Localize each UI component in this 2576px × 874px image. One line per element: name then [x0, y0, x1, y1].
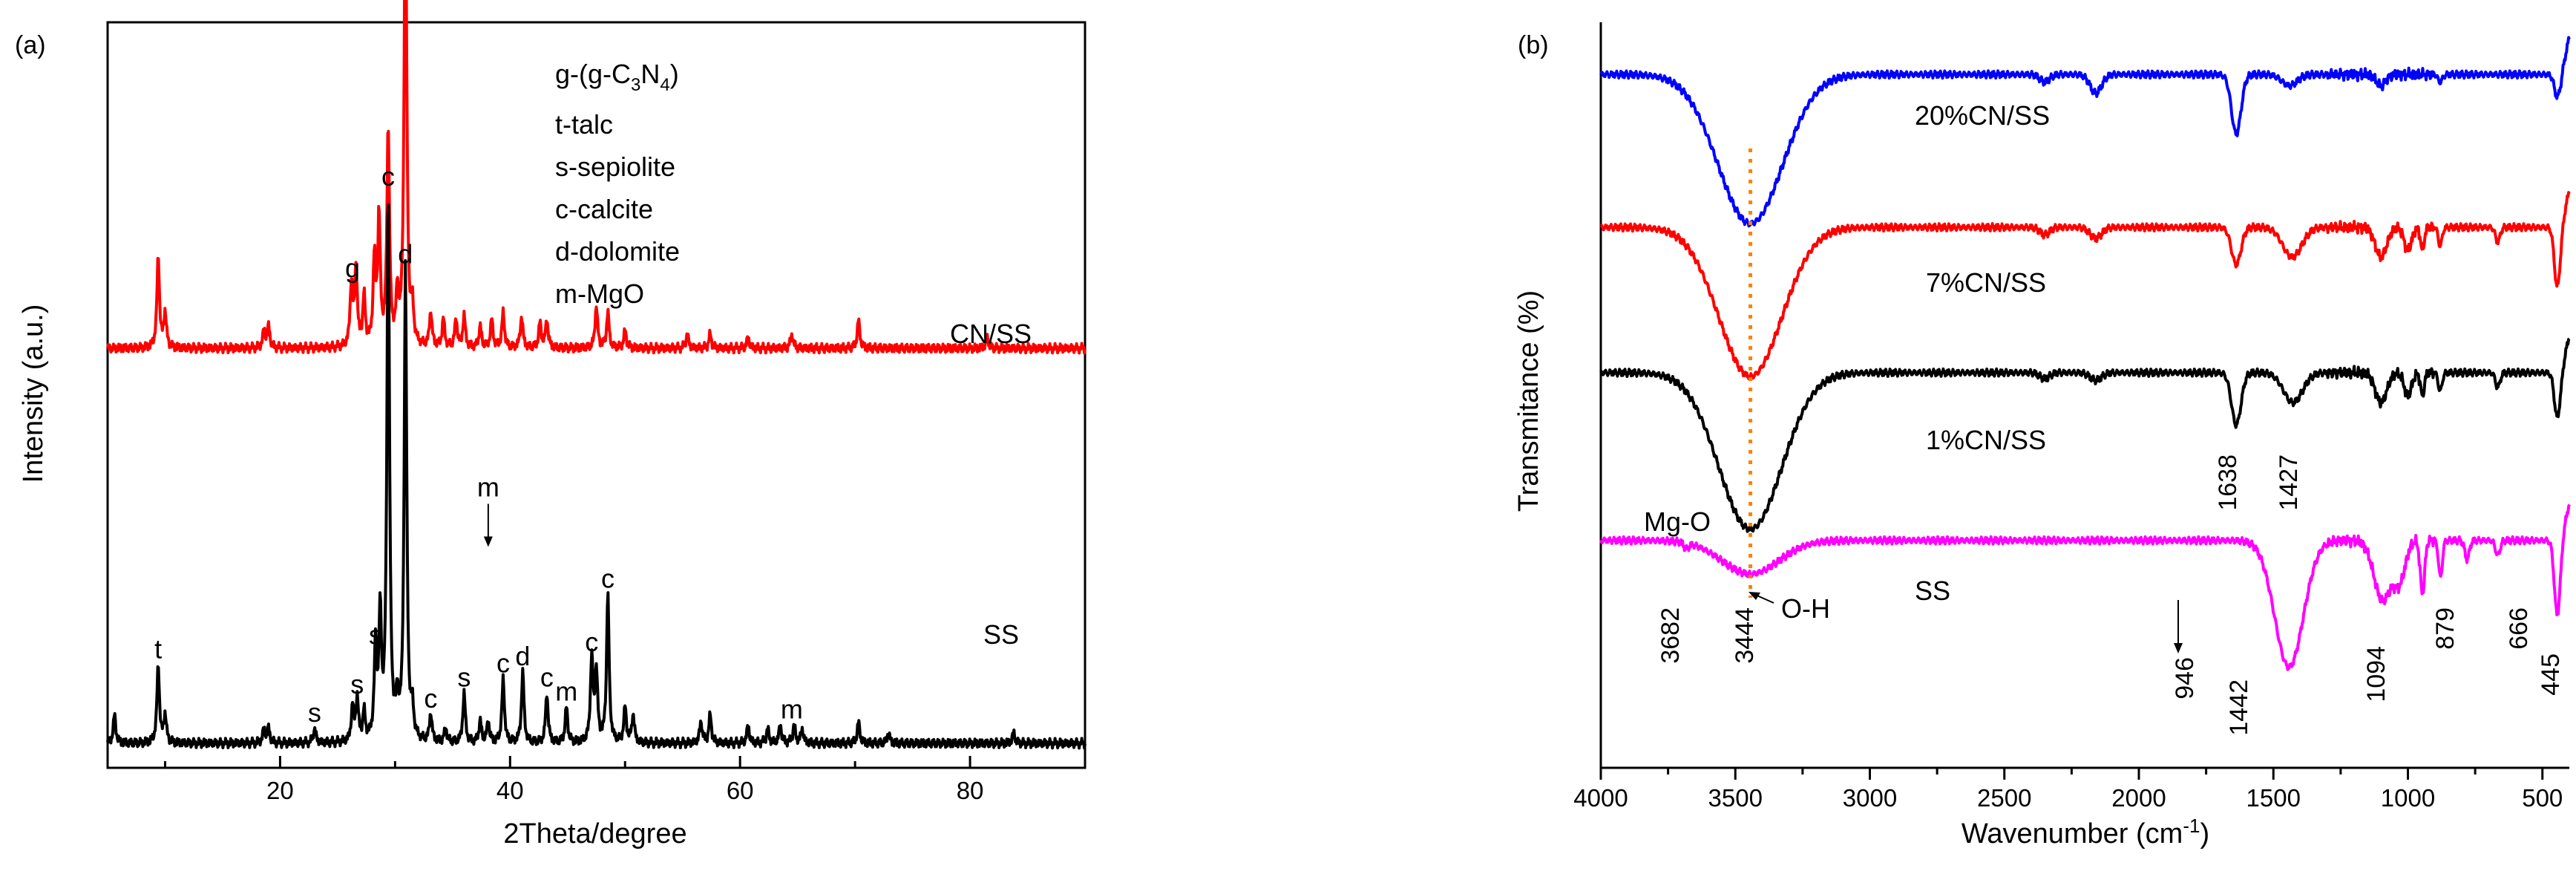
ftir-tick-label: 4000 — [1573, 784, 1628, 812]
panel-a-label: (a) — [15, 31, 46, 59]
ftir-series-1cn-ss — [1599, 337, 2571, 533]
xrd-series-ss — [106, 203, 1087, 750]
peak-label-1094: 1094 — [2362, 646, 2390, 702]
xrd-phase-label: m — [781, 694, 803, 724]
xrd-tick-label: 40 — [496, 777, 524, 804]
legend-sepiolite: s-sepiolite — [555, 151, 675, 182]
ftir-series-20cn-ss — [1599, 36, 2571, 228]
xrd-series-label-ss: SS — [983, 619, 1019, 650]
xrd-tick-label: 20 — [266, 777, 294, 804]
peak-label-946: 946 — [2171, 657, 2199, 699]
xrd-phase-label: c — [496, 648, 510, 679]
xrd-phase-label: s — [369, 620, 382, 650]
ftir-tick-label: 500 — [2522, 784, 2563, 812]
xrd-y-axis-title: Intensity (a.u.) — [18, 304, 49, 483]
xrd-phase-label: c — [585, 627, 598, 657]
xrd-tick-label: 60 — [727, 777, 754, 804]
o-h-arrow-head — [1749, 592, 1760, 600]
ftir-tick-label: 1000 — [2381, 784, 2435, 812]
legend-calcite: c-calcite — [555, 194, 653, 224]
ftir-series-ss — [1599, 503, 2571, 671]
ftir-plot: 4000 3500 3000 2500 2000 1500 1000 500 20%CN/SS… — [1573, 22, 2571, 812]
ftir-tick-label: 2500 — [1977, 784, 2031, 812]
peak-label-1638: 1638 — [2214, 454, 2242, 511]
xrd-phase-label: s — [457, 662, 471, 693]
xrd-phase-label: s — [308, 697, 321, 728]
xrd-phase-label: c — [381, 161, 395, 192]
xrd-arrow-head — [483, 536, 493, 547]
xrd-phase-label: c — [540, 662, 554, 693]
legend-mgo: m-MgO — [555, 278, 644, 309]
ftir-tick-label: 3500 — [1708, 784, 1763, 812]
o-h-annotation: O-H — [1781, 593, 1830, 624]
ftir-x-axis-title: Wavenumber (cm-1) — [1962, 815, 2209, 849]
peak-label-1442: 1442 — [2225, 679, 2253, 736]
xrd-phase-label: g — [345, 253, 360, 284]
legend-dolomite: d-dolomite — [555, 236, 680, 267]
legend-g-c3n4: g-(g-C3N4) — [555, 59, 679, 95]
xrd-x-ticks: 20 40 60 80 — [163, 756, 1087, 804]
xrd-phase-label: d — [515, 641, 530, 671]
xrd-phase-label: c — [424, 683, 437, 714]
xrd-series-cn-ss — [106, 0, 1087, 355]
ftir-series-7cn-ss — [1599, 191, 2571, 381]
ftir-tick-label: 3000 — [1843, 784, 1897, 812]
ftir-tick-label: 2000 — [2111, 784, 2166, 812]
xrd-phase-label: d — [398, 239, 413, 270]
xrd-plot-frame — [106, 21, 1087, 769]
ftir-x-ticks: 4000 3500 3000 2500 2000 1500 1000 500 — [1573, 768, 2563, 812]
ftir-label-1cn-ss: 1%CN/SS — [1926, 425, 2046, 455]
xrd-phase-label: c — [601, 564, 614, 594]
peak-label-879: 879 — [2431, 607, 2459, 650]
xrd-phase-label: t — [154, 634, 162, 665]
xrd-phase-label: m — [555, 676, 577, 707]
xrd-phase-label: m — [477, 472, 499, 503]
peak-label-3682: 3682 — [1656, 607, 1685, 664]
xrd-x-axis-title: 2Theta/degree — [503, 818, 686, 849]
mg-o-annotation: Mg-O — [1644, 506, 1711, 537]
peak-label-445: 445 — [2537, 653, 2565, 696]
xrd-tick-label: 80 — [957, 777, 984, 804]
xrd-series-label-cn-ss: CN/SS — [950, 319, 1032, 349]
legend-talc: t-talc — [555, 109, 613, 140]
ftir-label-7cn-ss: 7%CN/SS — [1926, 267, 2046, 298]
ftir-label-20cn-ss: 20%CN/SS — [1915, 100, 2050, 131]
ftir-label-ss: SS — [1915, 575, 1950, 606]
peak-label-3444: 3444 — [1731, 607, 1759, 664]
ftir-y-axis-title: Transmitance (%) — [1513, 290, 1544, 512]
peak-label-666: 666 — [2505, 607, 2533, 650]
peak-label-1427: 1427 — [2275, 454, 2303, 511]
xrd-phase-label: s — [350, 669, 364, 699]
ftir-tick-label: 1500 — [2246, 784, 2301, 812]
panel-b-label: (b) — [1518, 31, 1549, 59]
peak-946-arrow-head — [2174, 643, 2183, 653]
xrd-legend: g-(g-C3N4) t-talc s-sepiolite c-calcite … — [555, 59, 680, 309]
